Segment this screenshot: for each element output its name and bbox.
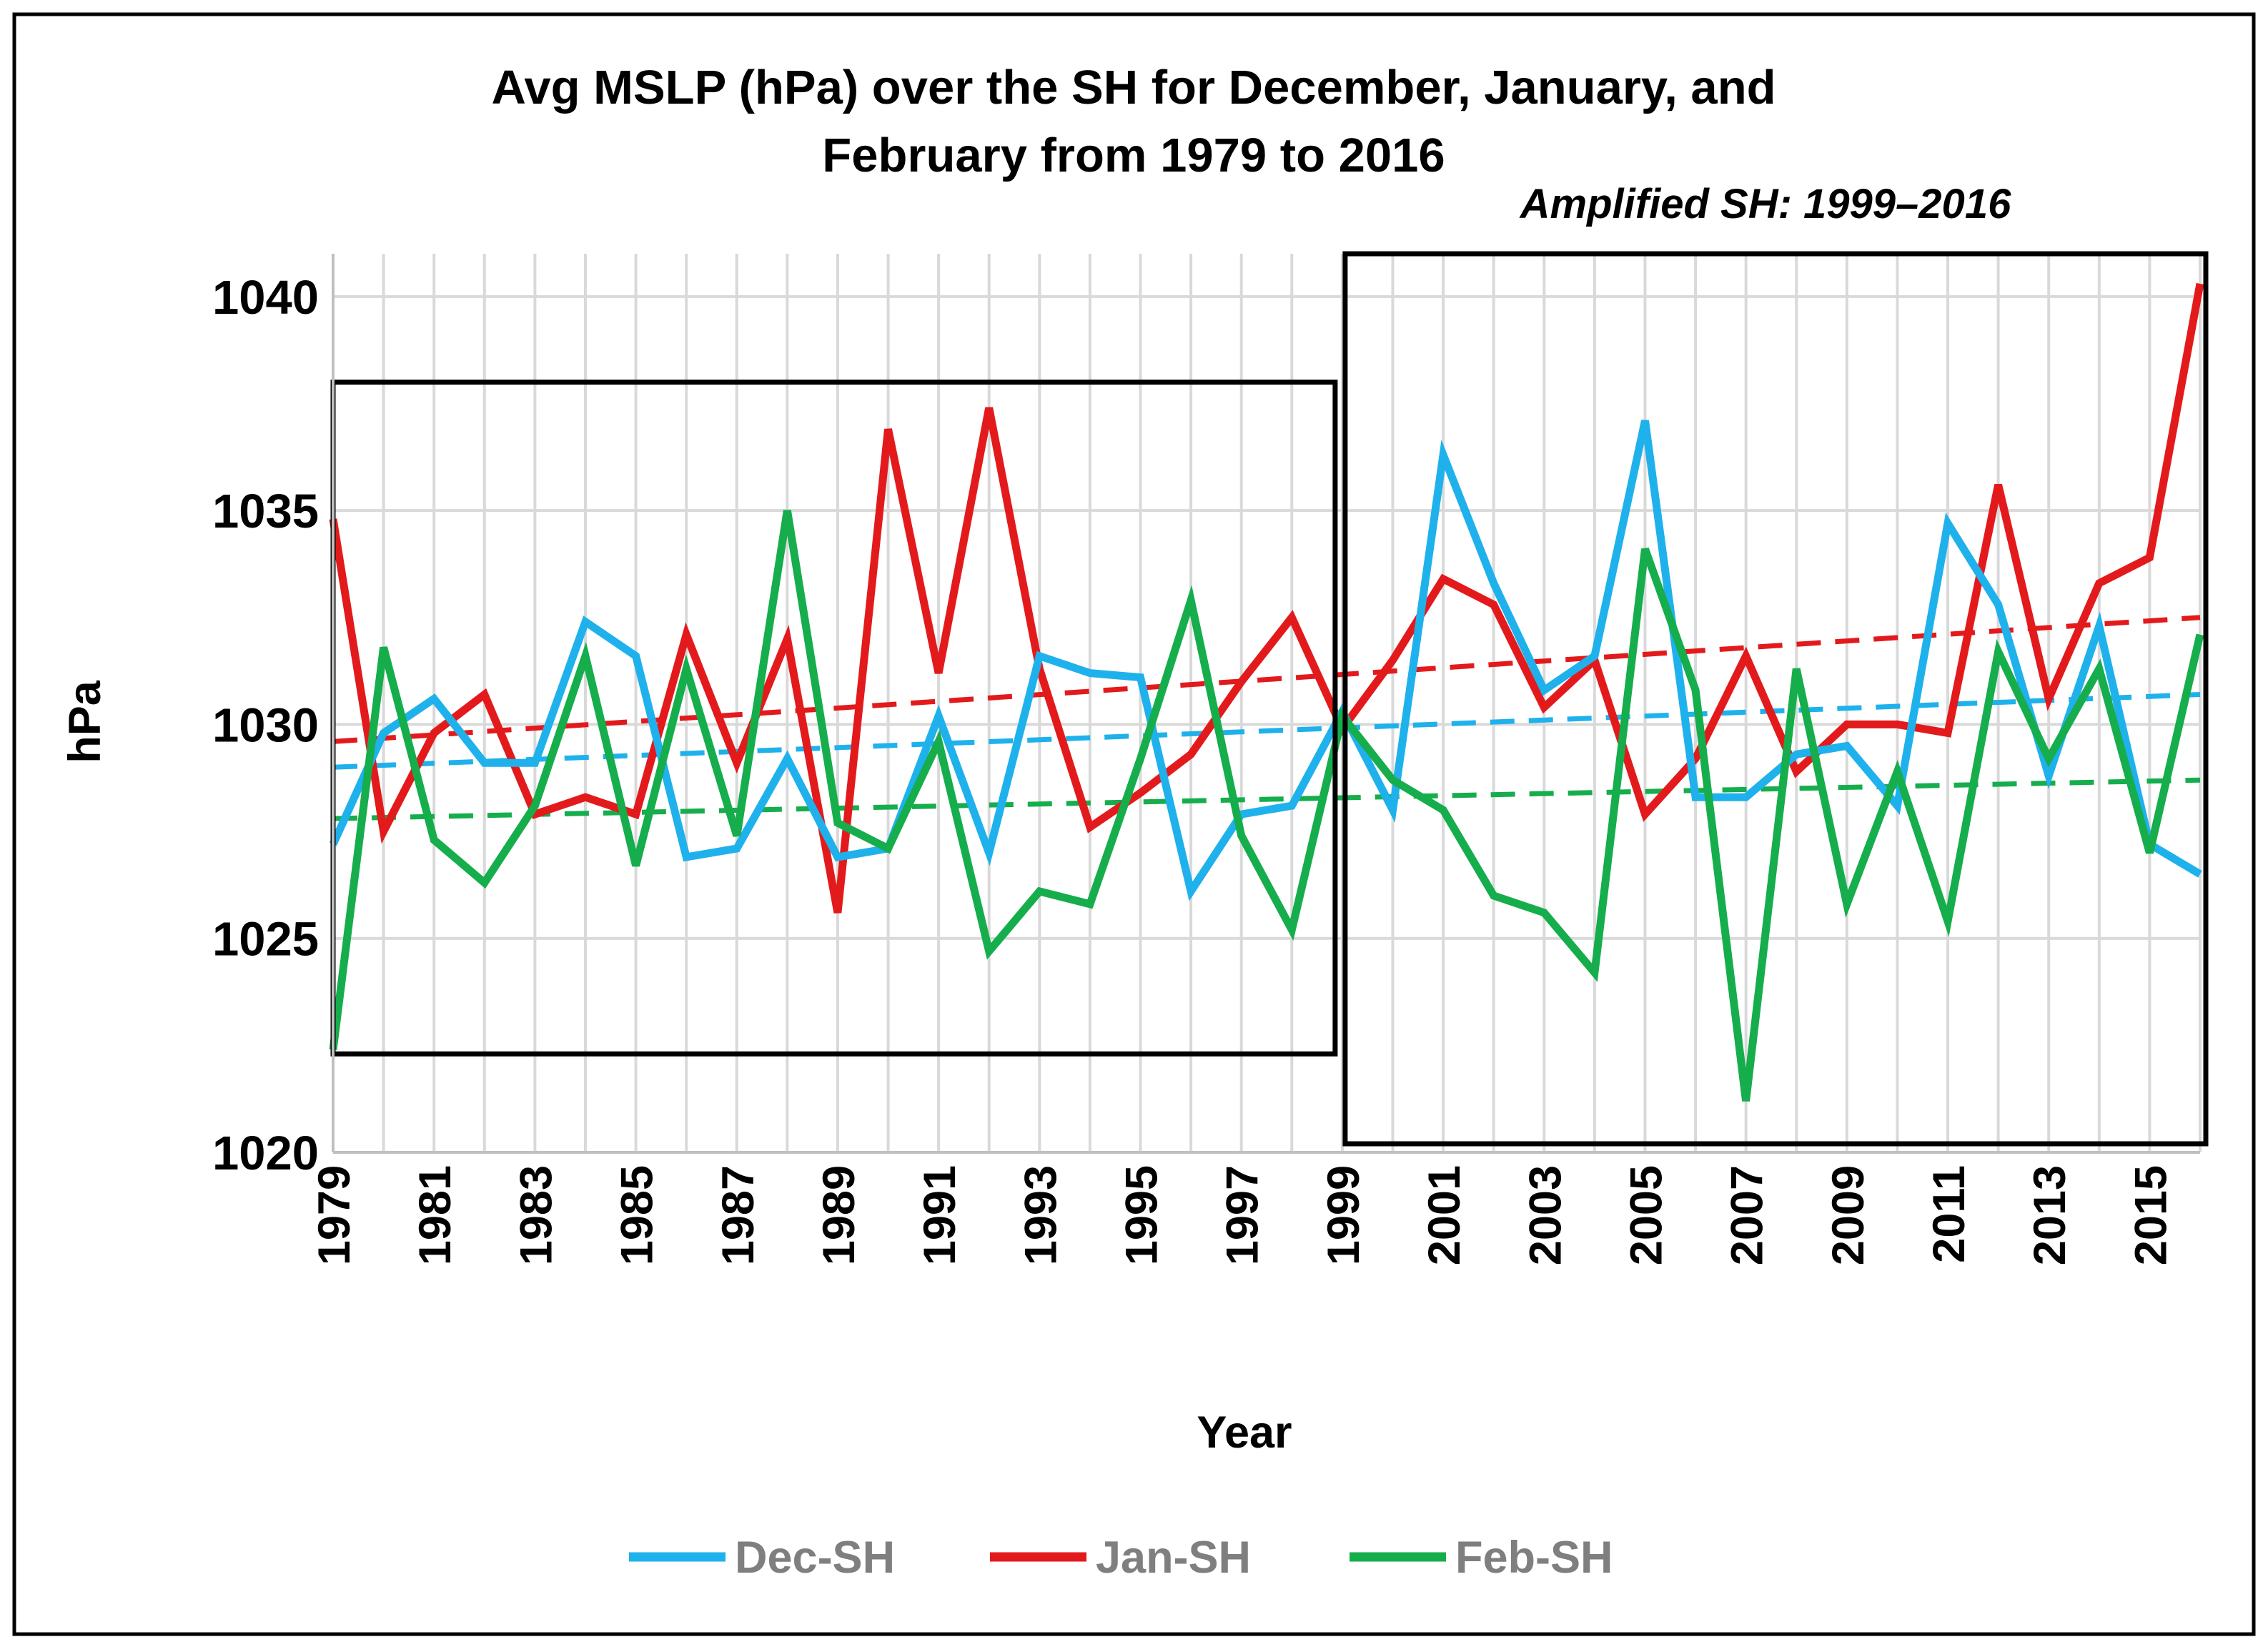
legend: Dec-SH Jan-SH Feb-SH xyxy=(629,1533,1613,1583)
x-tick-label-1997: 1997 xyxy=(1218,1165,1268,1265)
legend-label-jan-sh: Jan-SH xyxy=(1096,1533,1251,1583)
chart-title-line-1: Avg MSLP (hPa) over the SH for December,… xyxy=(491,61,1776,114)
y-axis-title: hPa xyxy=(60,680,110,763)
x-tick-label-1979: 1979 xyxy=(310,1165,360,1265)
x-tick-label-2013: 2013 xyxy=(2025,1165,2075,1265)
x-tick-label-1991: 1991 xyxy=(915,1165,965,1265)
x-tick-label-1995: 1995 xyxy=(1117,1165,1167,1265)
x-tick-label-1999: 1999 xyxy=(1319,1165,1369,1265)
x-tick-label-2011: 2011 xyxy=(1924,1165,1974,1263)
y-tick-label-1025: 1025 xyxy=(212,913,319,966)
x-tick-label-1985: 1985 xyxy=(613,1165,663,1265)
x-tick-label-2005: 2005 xyxy=(1621,1165,1671,1265)
y-tick-label-1030: 1030 xyxy=(212,698,319,752)
legend-label-feb-sh: Feb-SH xyxy=(1455,1533,1613,1583)
y-tick-label-1035: 1035 xyxy=(212,485,319,538)
x-tick-label-1981: 1981 xyxy=(410,1165,460,1265)
trendline-jan-sh xyxy=(332,615,2201,744)
axes: 1020 1025 1030 1035 1040 1979 1981 1983 1985 1987… xyxy=(212,254,2200,1265)
y-tick-label-1020: 1020 xyxy=(212,1127,319,1180)
x-axis-title: Year xyxy=(1197,1408,1292,1458)
x-tick-label-2001: 2001 xyxy=(1420,1165,1470,1265)
x-tick-label-2009: 2009 xyxy=(1823,1165,1873,1265)
chart-title-line-2: February from 1979 to 2016 xyxy=(822,129,1445,182)
series-line-jan-sh xyxy=(329,282,2204,914)
series-lines xyxy=(329,282,2204,1102)
x-tick-label-2003: 2003 xyxy=(1520,1165,1570,1265)
highlight-box-1999-2016 xyxy=(1342,251,2209,1147)
x-tick-label-2007: 2007 xyxy=(1723,1165,1773,1265)
x-tick-label-2015: 2015 xyxy=(2126,1165,2176,1265)
y-tick-label-1040: 1040 xyxy=(212,271,319,325)
x-tick-label-1987: 1987 xyxy=(713,1165,763,1265)
x-tick-label-1993: 1993 xyxy=(1016,1165,1066,1265)
x-tick-label-1983: 1983 xyxy=(511,1165,561,1265)
annotation-label: Amplified SH: 1999–2016 xyxy=(1519,181,2011,227)
trendline-dec-sh xyxy=(332,692,2201,770)
x-tick-label-1989: 1989 xyxy=(814,1165,864,1265)
series-line-feb-sh xyxy=(329,510,2204,1102)
legend-label-dec-sh: Dec-SH xyxy=(735,1533,895,1583)
